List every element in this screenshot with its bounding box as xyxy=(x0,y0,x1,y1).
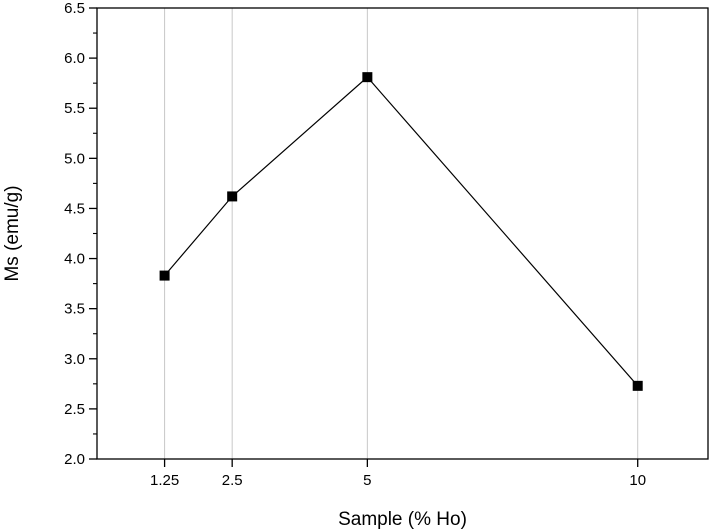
series-line xyxy=(164,76,639,387)
plot-frame xyxy=(96,7,709,460)
y-tick-label: 6.0 xyxy=(64,50,85,67)
y-tick-label: 4.0 xyxy=(64,251,85,268)
y-tick-label: 3.5 xyxy=(64,301,85,318)
series-ms xyxy=(159,72,643,391)
x-tick-label: 1.25 xyxy=(150,472,179,489)
y-axis: 2.0 2.5 3.0 3.5 4.0 4.5 5.0 5.5 6.0 6.5 xyxy=(64,0,97,468)
y-tick-label: 2.0 xyxy=(64,451,85,468)
y-tick-label: 5.5 xyxy=(64,100,85,117)
data-point xyxy=(362,72,373,83)
gridlines xyxy=(164,8,639,459)
x-tick-label: 5 xyxy=(363,472,371,489)
x-tick-label: 10 xyxy=(629,472,646,489)
data-point xyxy=(227,191,238,202)
x-tick-label: 2.5 xyxy=(222,472,243,489)
x-axis: 1.25 2.5 5 10 xyxy=(150,459,646,489)
y-tick-label: 5.0 xyxy=(64,150,85,167)
x-axis-title: Sample (% Ho) xyxy=(338,509,467,530)
y-tick-label: 4.5 xyxy=(64,200,85,217)
data-point xyxy=(159,270,170,281)
y-axis-title: Ms (emu/g) xyxy=(2,185,23,281)
data-point xyxy=(632,380,643,391)
y-tick-label: 6.5 xyxy=(64,0,85,17)
y-tick-label: 2.5 xyxy=(64,401,85,418)
y-tick-label: 3.0 xyxy=(64,351,85,368)
